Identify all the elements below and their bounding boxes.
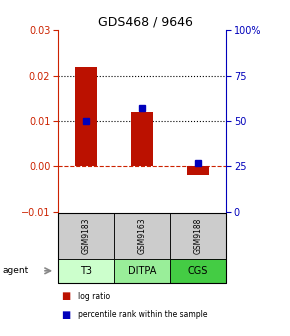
Bar [131, 112, 153, 166]
Text: ■: ■ [61, 291, 70, 301]
Text: GDS468 / 9646: GDS468 / 9646 [97, 15, 193, 28]
Text: T3: T3 [80, 266, 92, 276]
Text: percentile rank within the sample: percentile rank within the sample [78, 310, 208, 319]
Text: GSM9188: GSM9188 [194, 218, 203, 254]
Text: GSM9183: GSM9183 [81, 218, 90, 254]
Bar [187, 166, 209, 175]
Text: DITPA: DITPA [128, 266, 156, 276]
Text: CGS: CGS [188, 266, 208, 276]
Text: GSM9163: GSM9163 [137, 218, 147, 254]
Text: log ratio: log ratio [78, 292, 110, 301]
Text: ■: ■ [61, 310, 70, 320]
Bar [75, 67, 97, 166]
Text: agent: agent [3, 266, 29, 275]
